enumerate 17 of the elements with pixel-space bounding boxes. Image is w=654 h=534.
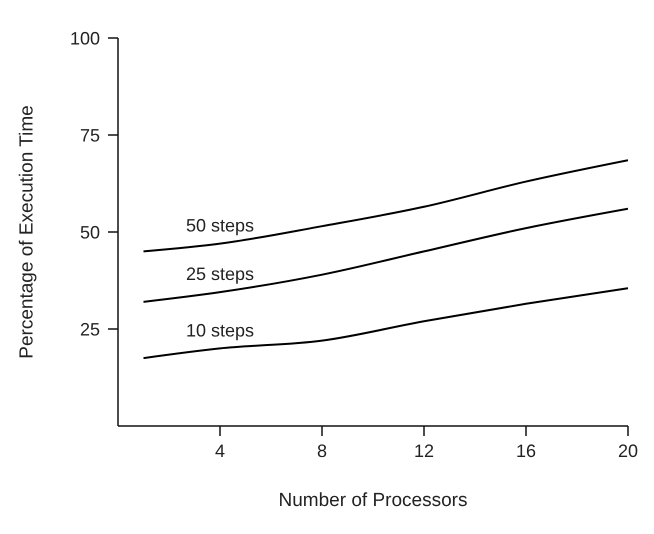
- series-label: 25 steps: [186, 264, 254, 284]
- series-label: 10 steps: [186, 320, 254, 340]
- x-tick-label: 4: [214, 440, 226, 461]
- x-axis-title: Number of Processors: [278, 490, 468, 511]
- x-tick-label: 8: [316, 440, 328, 461]
- series-label: 50 steps: [186, 216, 254, 236]
- x-tick-label: 12: [414, 440, 434, 461]
- y-tick-label: 25: [80, 319, 100, 340]
- line-series: [142, 287, 628, 360]
- x-tick-label: 20: [618, 440, 638, 461]
- x-tick-label: 16: [516, 440, 536, 461]
- line-series: [142, 159, 628, 252]
- y-axis-title: Percentage of Execution Time: [16, 105, 38, 359]
- y-tick-label: 75: [80, 125, 100, 146]
- line-series: [142, 208, 628, 303]
- y-tick-label: 100: [70, 28, 100, 48]
- y-tick-label: 50: [80, 222, 100, 242]
